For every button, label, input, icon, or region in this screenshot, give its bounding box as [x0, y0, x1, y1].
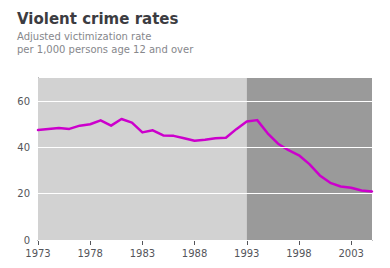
- svg-text:1983: 1983: [130, 248, 155, 259]
- svg-text:20: 20: [17, 188, 30, 199]
- svg-text:Violent crime rates: Violent crime rates: [17, 10, 178, 28]
- svg-text:60: 60: [17, 96, 30, 107]
- svg-text:Adjusted victimization rate: Adjusted victimization rate: [17, 31, 151, 42]
- svg-text:1998: 1998: [286, 248, 311, 259]
- svg-text:per 1,000 persons age 12 and o: per 1,000 persons age 12 and over: [17, 44, 194, 55]
- svg-text:0: 0: [24, 235, 30, 246]
- svg-text:1993: 1993: [234, 248, 259, 259]
- svg-text:1988: 1988: [182, 248, 207, 259]
- svg-text:2003: 2003: [338, 248, 363, 259]
- svg-text:1973: 1973: [25, 248, 50, 259]
- svg-text:1978: 1978: [77, 248, 102, 259]
- svg-text:40: 40: [17, 142, 30, 153]
